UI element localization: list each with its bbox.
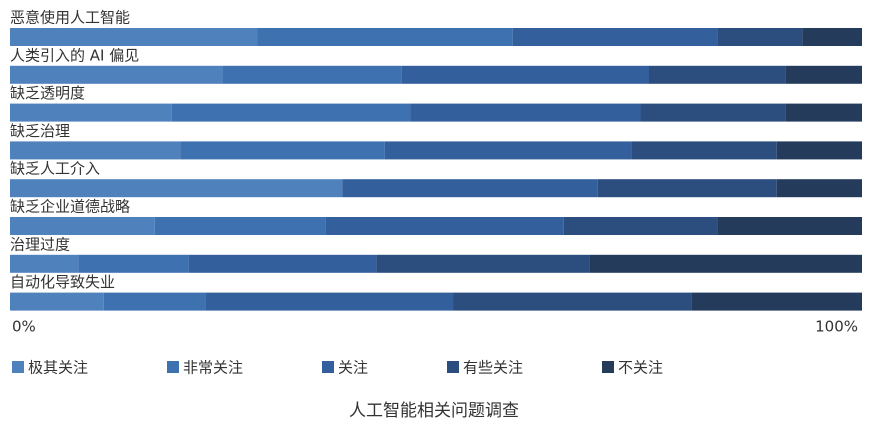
category-label: 恶意使用人工智能: [10, 9, 130, 27]
bar-segment: [10, 254, 79, 273]
bar-segment: [563, 217, 718, 235]
bar-segment: [802, 28, 862, 46]
category-label: 治理过度: [10, 235, 70, 253]
bar-segment: [10, 179, 343, 198]
bar-segment: [10, 65, 223, 84]
legend-label: 极其关注: [28, 359, 88, 377]
bar-segment: [717, 28, 803, 46]
bar-segment: [10, 103, 172, 122]
bar-segment: [589, 254, 862, 273]
bar-segment: [257, 28, 513, 46]
bar-segment: [401, 65, 649, 84]
bar-segment: [180, 141, 385, 160]
x-tick-label: 0%: [12, 318, 36, 336]
bar-segment: [649, 65, 786, 84]
category-label: 自动化导致失业: [10, 273, 115, 291]
bar-segment: [10, 292, 104, 311]
bar-segment: [597, 179, 777, 198]
bar-segment: [10, 141, 181, 160]
bar-segment: [223, 65, 402, 84]
bar-segment: [384, 141, 632, 160]
category-label: 缺乏人工介入: [10, 160, 100, 178]
bar-segment: [205, 292, 454, 311]
chart-title: 人工智能相关问题调查: [349, 401, 519, 421]
legend-label: 不关注: [618, 359, 663, 377]
bar-segment: [640, 103, 786, 122]
legend-swatch: [602, 361, 614, 373]
x-tick-label: 100%: [815, 318, 858, 336]
category-label: 缺乏治理: [10, 122, 70, 140]
bar-segment: [342, 179, 598, 198]
bar-segment: [631, 141, 777, 160]
bar-segment: [410, 103, 641, 122]
category-label: 缺乏透明度: [10, 84, 85, 102]
bar-segment: [103, 292, 206, 311]
bar-segment: [717, 217, 862, 235]
bar-segment: [785, 65, 862, 84]
bar-segment: [512, 28, 718, 46]
legend-label: 关注: [338, 359, 368, 377]
category-label: 缺乏企业道德战略: [10, 198, 130, 216]
bar-segment: [785, 103, 862, 122]
legend-swatch: [322, 361, 334, 373]
bar-segment: [171, 103, 411, 122]
bar-segment: [10, 217, 155, 235]
bar-segment: [776, 179, 862, 198]
bar-segment: [776, 141, 862, 160]
legend-label: 非常关注: [183, 359, 243, 377]
bar-segment: [691, 292, 862, 311]
legend-swatch: [167, 361, 179, 373]
bar-segment: [325, 217, 564, 235]
bar-segment: [188, 254, 377, 273]
bar-segment: [154, 217, 326, 235]
category-label: 人类引入的 AI 偏见: [10, 46, 139, 64]
legend-label: 有些关注: [463, 359, 523, 377]
legend-swatch: [12, 361, 24, 373]
legend-swatch: [447, 361, 459, 373]
bar-segment: [376, 254, 590, 273]
bar-segment: [10, 28, 258, 46]
bar-segment: [78, 254, 189, 273]
bar-segment: [453, 292, 692, 311]
